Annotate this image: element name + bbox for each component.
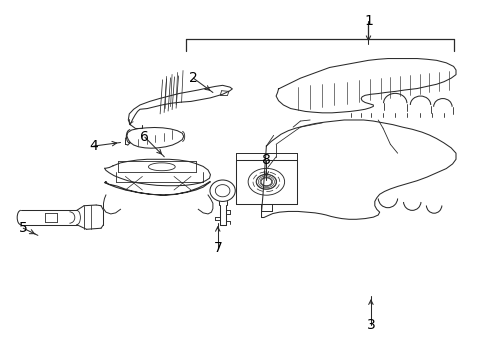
- Text: 8: 8: [262, 153, 270, 167]
- Text: 6: 6: [140, 130, 149, 144]
- Text: 3: 3: [366, 318, 374, 332]
- Text: 2: 2: [189, 71, 198, 85]
- Text: 1: 1: [363, 14, 372, 28]
- Text: 4: 4: [89, 139, 98, 153]
- Text: 7: 7: [213, 241, 222, 255]
- Text: 5: 5: [19, 221, 28, 235]
